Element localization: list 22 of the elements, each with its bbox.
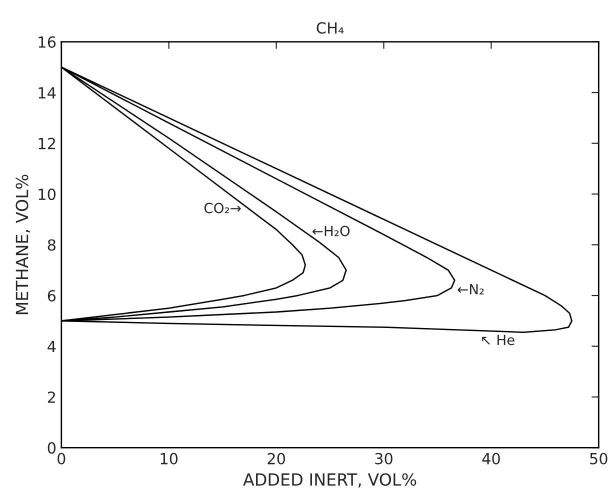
x-tick-label: 40: [482, 452, 500, 464]
x-axis-title: ADDED INERT, VOL%: [243, 473, 416, 488]
y-tick-label: 4: [48, 340, 56, 352]
y-tick-label: 8: [48, 239, 56, 251]
x-tick-label: 0: [58, 452, 66, 464]
y-tick-label: 14: [38, 87, 56, 98]
annotation: ↖ He: [482, 334, 514, 346]
annotation: CO₂→: [204, 202, 241, 214]
y-tick-label: 16: [38, 36, 56, 48]
x-tick-label: 30: [375, 452, 392, 464]
chart-title: CH₄: [316, 22, 344, 34]
y-tick-label: 6: [48, 290, 56, 302]
x-tick-label: 20: [268, 452, 286, 464]
y-tick-label: 10: [38, 188, 56, 200]
x-tick-label: 50: [590, 452, 608, 464]
annotation: ←H₂O: [312, 226, 350, 236]
y-tick-label: 0: [48, 442, 56, 454]
y-tick-label: 2: [48, 391, 56, 403]
y-tick-label: 12: [38, 138, 56, 150]
annotation: ←N₂: [458, 284, 484, 294]
y-axis-title: METHANE, VOL%: [16, 174, 30, 314]
x-tick-label: 10: [160, 452, 178, 464]
